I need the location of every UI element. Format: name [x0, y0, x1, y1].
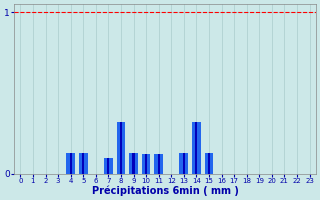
Bar	[154, 154, 163, 174]
Bar	[116, 122, 125, 174]
Bar	[180, 153, 188, 174]
Bar	[66, 153, 75, 174]
Bar	[120, 122, 122, 174]
Bar	[145, 154, 147, 174]
Bar	[69, 153, 72, 174]
Bar	[204, 153, 213, 174]
Bar	[129, 153, 138, 174]
Bar	[104, 158, 113, 174]
Bar	[192, 122, 201, 174]
Bar	[142, 154, 150, 174]
X-axis label: Précipitations 6min ( mm ): Précipitations 6min ( mm )	[92, 185, 238, 196]
Bar	[79, 153, 88, 174]
Bar	[208, 153, 210, 174]
Bar	[183, 153, 185, 174]
Bar	[132, 153, 135, 174]
Bar	[195, 122, 197, 174]
Bar	[82, 153, 84, 174]
Bar	[157, 154, 160, 174]
Bar	[107, 158, 109, 174]
